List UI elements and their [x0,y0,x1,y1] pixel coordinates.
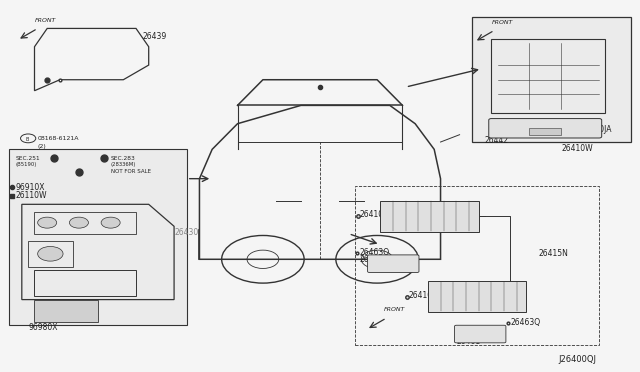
Text: B: B [25,137,29,142]
Text: SEC.251: SEC.251 [15,156,40,161]
Circle shape [69,217,88,228]
Bar [428,281,526,312]
Bar [380,201,479,232]
Bar [492,39,605,113]
Bar [35,299,98,321]
Text: 96980X: 96980X [28,323,58,332]
Text: 08168-6121A: 08168-6121A [38,136,79,141]
Text: NOT FOR SALE: NOT FOR SALE [111,169,150,174]
Text: (2): (2) [38,144,47,148]
FancyBboxPatch shape [454,325,506,343]
Text: 26461: 26461 [359,255,383,264]
Text: FRONT: FRONT [35,18,56,23]
Circle shape [38,217,57,228]
Bar [472,17,631,142]
Bar [35,270,136,296]
Text: 26463Q: 26463Q [359,248,390,257]
Circle shape [101,217,120,228]
FancyBboxPatch shape [489,119,602,138]
Bar [529,128,561,135]
Text: 26410W: 26410W [561,144,593,153]
Text: (28336M): (28336M) [111,162,136,167]
FancyBboxPatch shape [367,255,419,272]
Text: J26400QJ: J26400QJ [558,355,596,364]
Text: SEC.283: SEC.283 [111,156,136,161]
Text: 26430: 26430 [174,228,198,237]
Bar [355,186,599,346]
Text: 26110W: 26110W [15,191,47,200]
Text: 26415N: 26415N [539,248,569,258]
Text: 26410JB: 26410JB [360,210,392,219]
Text: 26410JB: 26410JB [409,291,440,300]
Bar [35,212,136,234]
Text: 26461: 26461 [456,337,481,346]
Text: 96910X: 96910X [15,183,45,192]
Text: 26442: 26442 [485,136,509,145]
Bar [9,149,187,325]
Text: (B5190): (B5190) [15,162,37,167]
Ellipse shape [548,125,574,133]
Bar [28,241,72,267]
Text: 26463Q: 26463Q [510,318,540,327]
Text: 26410JA: 26410JA [580,125,612,134]
Text: FRONT: FRONT [383,307,405,312]
Text: FRONT: FRONT [492,20,513,25]
Circle shape [38,247,63,261]
Text: 26439: 26439 [142,32,166,41]
